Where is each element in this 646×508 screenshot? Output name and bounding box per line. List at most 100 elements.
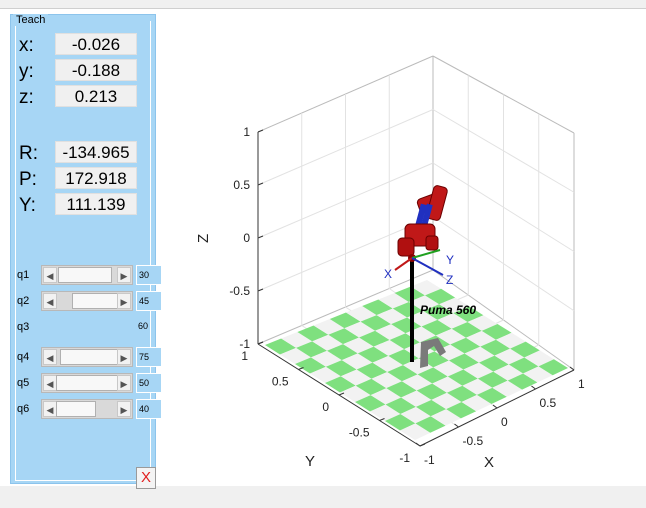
x-tick-label: 0 <box>501 415 508 429</box>
z-label: z: <box>19 87 34 108</box>
floor-tile <box>433 360 464 377</box>
floor-tile <box>415 399 447 417</box>
floor-tile <box>296 341 328 358</box>
wrist-joint <box>397 237 415 257</box>
left-arrow-icon[interactable]: ◀ <box>43 349 57 365</box>
floor-tile <box>462 378 493 395</box>
z-tick-mark <box>257 182 264 186</box>
floor-tile <box>466 330 496 347</box>
left-arrow-icon[interactable]: ◀ <box>43 293 57 309</box>
right-arrow-icon[interactable]: ▶ <box>117 267 131 283</box>
right-arrow-icon[interactable]: ▶ <box>117 349 131 365</box>
q5-value[interactable]: 50 <box>136 373 162 393</box>
q2-value[interactable]: 45 <box>136 291 162 311</box>
panel-frame <box>15 21 151 481</box>
panel-title: Teach <box>13 14 49 26</box>
right-arrow-icon[interactable]: ▶ <box>117 375 131 391</box>
floor-tile <box>523 366 553 383</box>
floor-tile <box>407 310 438 327</box>
x-tick-label: 1 <box>578 377 585 391</box>
z-tick-mark <box>257 288 264 292</box>
floor-tile <box>493 364 524 381</box>
floor-tile <box>265 338 297 355</box>
floor-tile <box>329 312 361 329</box>
floor-tile <box>357 346 389 363</box>
left-arrow-icon[interactable]: ◀ <box>43 375 57 391</box>
floor-tile <box>439 297 470 314</box>
floor-tile <box>360 315 392 331</box>
floor-tile <box>400 423 431 440</box>
q6-slider-thumb[interactable] <box>56 401 96 417</box>
left-arrow-icon[interactable]: ◀ <box>43 267 57 283</box>
wrist-axis-link-2 <box>421 203 433 227</box>
frame-y-label: Y <box>446 253 454 267</box>
floor-tile <box>325 376 356 393</box>
robot-shadow <box>420 338 446 368</box>
axis-ticks: 10.50-0.5-110.50-0.5-1 -1-0.500.51 <box>229 125 585 467</box>
floor-tile <box>423 304 454 320</box>
right-arrow-icon[interactable]: ▶ <box>117 293 131 309</box>
yaw-label: Y: <box>19 195 36 216</box>
q5-slider[interactable]: ◀ ▶ <box>41 373 133 393</box>
robot-3d-plot[interactable]: 10.50-0.5-110.50-0.5-1 -1-0.500.51 X Y Z … <box>160 10 630 480</box>
right-arrow-icon[interactable]: ▶ <box>117 401 131 417</box>
q4-slider-thumb[interactable] <box>60 349 120 365</box>
floor-tile <box>415 416 446 433</box>
floor-tile <box>410 280 442 296</box>
floor-tile <box>400 406 431 424</box>
floor-tile <box>325 360 357 377</box>
q1-slider[interactable]: ◀ ▶ <box>41 265 133 285</box>
floor-tile <box>431 392 462 410</box>
z-tick-mark <box>257 235 264 239</box>
x-tick-mark <box>454 423 459 428</box>
floor-tile <box>480 339 511 356</box>
floor-tile <box>376 308 408 325</box>
q4-value[interactable]: 75 <box>136 347 162 367</box>
floor-tile <box>507 373 538 390</box>
wrist-axis-link <box>415 203 427 227</box>
floor-tile <box>372 355 403 372</box>
close-button[interactable]: X <box>136 467 156 489</box>
q2-slider-thumb[interactable] <box>72 293 122 309</box>
pitch-label: P: <box>19 169 37 190</box>
roll-label: R: <box>19 143 38 164</box>
floor-tile <box>450 337 481 354</box>
y-value: -0.188 <box>55 59 137 81</box>
y-tick-mark <box>298 367 304 370</box>
q6-label: q6 <box>17 403 30 415</box>
q2-slider[interactable]: ◀ ▶ <box>41 291 133 311</box>
q5-slider-thumb[interactable] <box>56 375 122 391</box>
floor-tile <box>346 306 377 322</box>
floor-tile <box>416 383 447 400</box>
x-tick-mark <box>492 404 498 409</box>
floor-tile <box>312 334 344 351</box>
floor-tile <box>355 395 386 412</box>
floor-tile <box>478 355 509 372</box>
z-tick-mark <box>257 129 264 133</box>
floor-tile <box>341 353 373 370</box>
floor-tile <box>370 404 401 421</box>
q1-value[interactable]: 30 <box>136 265 162 285</box>
floor-tile <box>394 286 425 302</box>
y-tick-mark <box>419 443 426 447</box>
z-value: 0.213 <box>55 85 137 107</box>
q6-value[interactable]: 40 <box>136 399 162 419</box>
q1-slider-thumb[interactable] <box>58 267 112 283</box>
floor-tile <box>297 325 329 342</box>
floor-tile <box>446 401 477 419</box>
left-arrow-icon[interactable]: ◀ <box>43 401 57 417</box>
q3-value[interactable]: 60 <box>138 321 149 331</box>
floor-tile <box>494 348 525 365</box>
q4-slider[interactable]: ◀ ▶ <box>41 347 133 367</box>
q6-slider[interactable]: ◀ ▶ <box>41 399 133 419</box>
y-axis-label: Y <box>305 453 315 470</box>
floor-tile <box>463 362 494 379</box>
floor-tile <box>370 388 402 405</box>
x-label: x: <box>19 35 34 56</box>
x-axis-label: X <box>484 454 494 471</box>
x-tick-label: -1 <box>424 453 435 467</box>
y-tick-mark <box>257 341 264 345</box>
floor-tile <box>371 371 402 389</box>
floor-tile <box>430 409 461 426</box>
x-tick-mark <box>569 366 575 371</box>
